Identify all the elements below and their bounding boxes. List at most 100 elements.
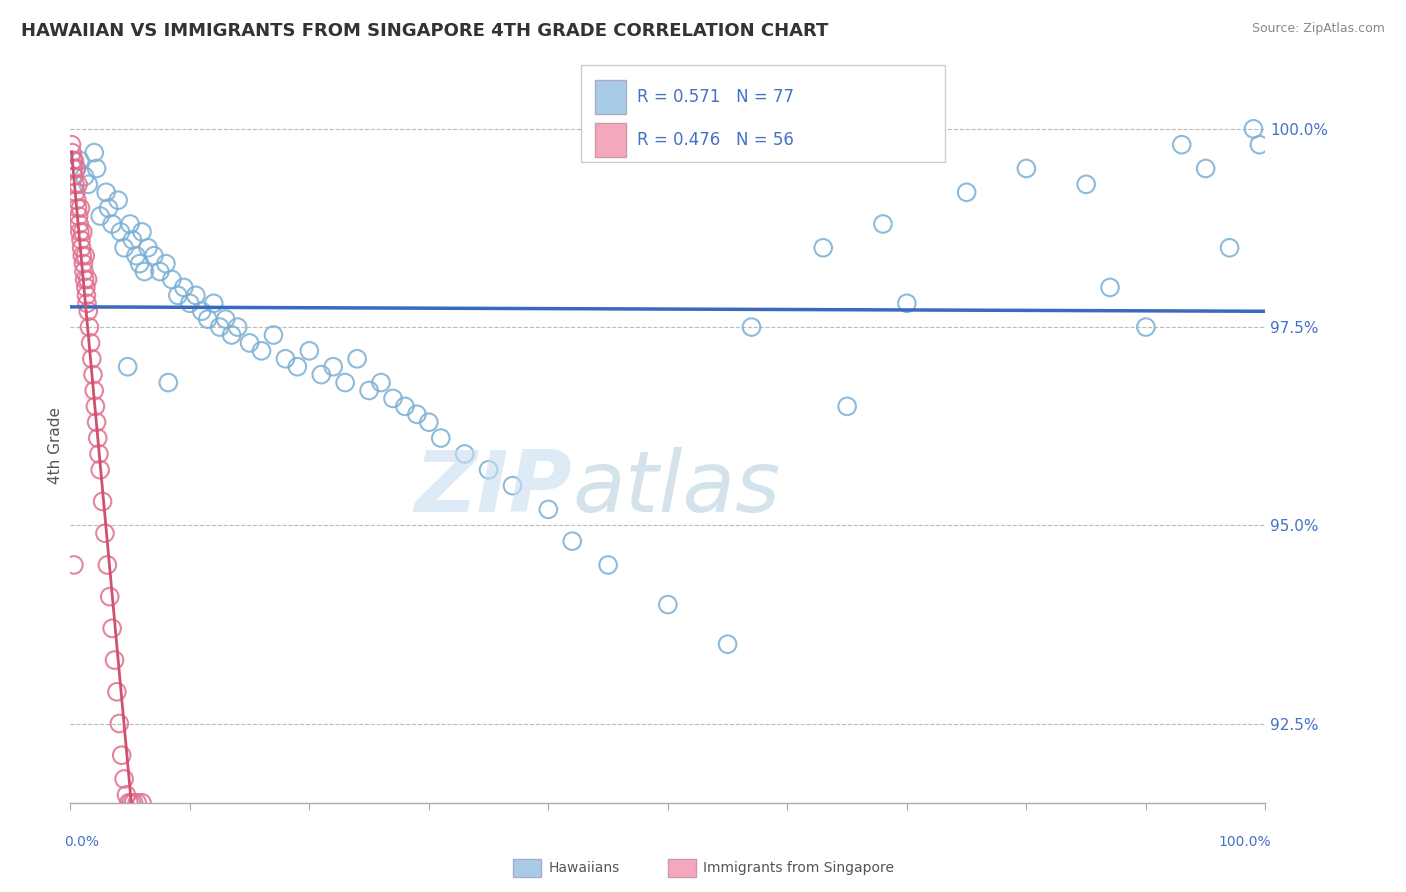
Text: ZIP: ZIP xyxy=(415,447,572,531)
Point xyxy=(1015,161,1038,176)
Point xyxy=(110,225,132,239)
Point xyxy=(157,376,180,390)
Point xyxy=(60,145,83,160)
Point xyxy=(80,351,103,366)
Point xyxy=(111,748,134,763)
Point xyxy=(120,796,142,810)
Point xyxy=(67,217,90,231)
Point xyxy=(79,320,101,334)
Point xyxy=(76,272,98,286)
Point xyxy=(115,788,138,802)
Point xyxy=(127,796,149,810)
Point xyxy=(62,161,84,176)
Point xyxy=(67,178,90,192)
Point xyxy=(125,249,148,263)
Point xyxy=(143,249,166,263)
Point xyxy=(131,796,153,810)
Point xyxy=(1135,320,1157,334)
Point xyxy=(298,343,321,358)
Point xyxy=(202,296,225,310)
Point xyxy=(89,209,111,223)
Point xyxy=(191,304,214,318)
Point xyxy=(75,249,97,263)
Point xyxy=(717,637,740,651)
Point xyxy=(69,153,91,168)
Point xyxy=(121,233,143,247)
Point xyxy=(65,161,87,176)
Point xyxy=(1076,178,1098,192)
Point xyxy=(394,400,416,414)
Point xyxy=(359,384,381,398)
Point xyxy=(63,178,86,192)
Point xyxy=(1099,280,1122,294)
Point xyxy=(107,193,129,207)
Point xyxy=(120,217,141,231)
Point xyxy=(86,161,108,176)
Point xyxy=(70,241,93,255)
Point xyxy=(250,343,273,358)
Point xyxy=(84,400,107,414)
Point xyxy=(66,193,89,207)
Point xyxy=(101,621,124,635)
Point xyxy=(70,233,93,247)
Text: atlas: atlas xyxy=(572,447,780,531)
Point xyxy=(75,280,97,294)
Point xyxy=(1171,137,1194,152)
Point xyxy=(1195,161,1218,176)
Point xyxy=(118,796,141,810)
Point xyxy=(160,272,183,286)
Point xyxy=(82,368,104,382)
Text: HAWAIIAN VS IMMIGRANTS FROM SINGAPORE 4TH GRADE CORRELATION CHART: HAWAIIAN VS IMMIGRANTS FROM SINGAPORE 4T… xyxy=(21,22,828,40)
Point xyxy=(179,296,201,310)
Point xyxy=(1249,137,1271,152)
Point xyxy=(346,351,368,366)
Point xyxy=(370,376,392,390)
Point xyxy=(77,178,100,192)
Point xyxy=(537,502,560,516)
Point xyxy=(382,392,405,406)
Point xyxy=(117,359,139,374)
Point xyxy=(167,288,190,302)
Point xyxy=(63,169,86,184)
Point xyxy=(598,558,620,572)
Point xyxy=(73,264,96,278)
Point xyxy=(79,335,101,350)
Point xyxy=(418,415,440,429)
Point xyxy=(208,320,231,334)
Point xyxy=(741,320,763,334)
Point xyxy=(72,225,94,239)
Point xyxy=(101,217,124,231)
Point xyxy=(75,288,97,302)
Point xyxy=(86,415,108,429)
Point xyxy=(454,447,477,461)
Point xyxy=(77,304,100,318)
Point xyxy=(60,137,83,152)
Point xyxy=(956,186,979,200)
Point xyxy=(70,249,93,263)
Point xyxy=(112,772,135,786)
Point xyxy=(131,225,153,239)
Point xyxy=(96,186,118,200)
Point xyxy=(128,257,150,271)
Point xyxy=(1219,241,1241,255)
Point xyxy=(214,312,236,326)
Point xyxy=(65,186,87,200)
Point xyxy=(98,590,121,604)
Point xyxy=(561,534,583,549)
Point xyxy=(657,598,679,612)
Point xyxy=(155,257,177,271)
Point xyxy=(65,161,87,176)
Point xyxy=(63,153,86,168)
Point xyxy=(263,328,285,343)
Point xyxy=(62,153,84,168)
Point xyxy=(83,145,105,160)
Point xyxy=(430,431,453,445)
Point xyxy=(274,351,297,366)
Point xyxy=(184,288,207,302)
Point xyxy=(91,494,114,508)
Point xyxy=(335,376,357,390)
Point xyxy=(96,558,118,572)
Text: 0.0%: 0.0% xyxy=(65,835,100,849)
Point xyxy=(73,169,96,184)
Point xyxy=(112,241,135,255)
